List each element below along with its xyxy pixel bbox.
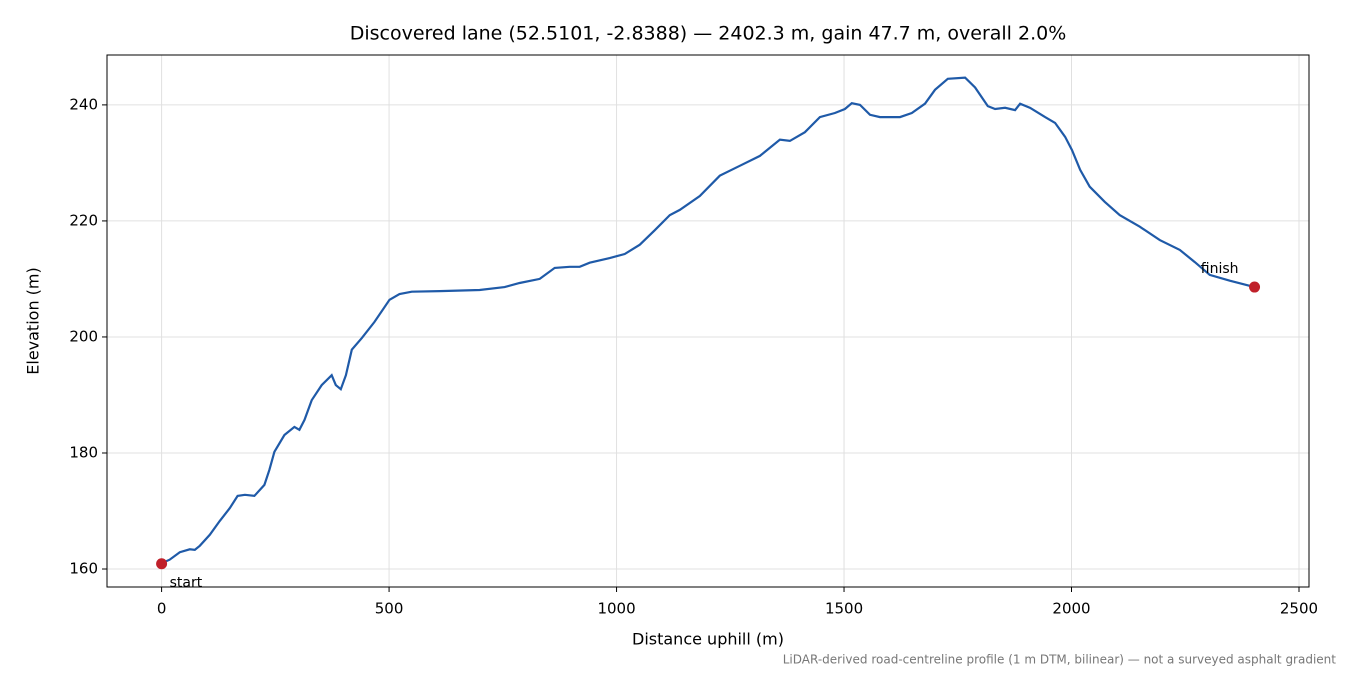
endpoint-marker — [156, 558, 168, 570]
y-tick-label: 180 — [69, 443, 98, 461]
endpoint-label: start — [170, 575, 203, 591]
x-tick-label: 0 — [157, 600, 167, 618]
footnote: LiDAR-derived road-centreline profile (1… — [783, 653, 1337, 667]
endpoint-marker — [1249, 281, 1261, 293]
x-tick-label: 2500 — [1280, 600, 1318, 618]
plot-frame — [106, 54, 1310, 588]
endpoint-label: finish — [1201, 261, 1239, 277]
x-tick-label: 1000 — [597, 600, 635, 618]
x-tick-label: 1500 — [825, 600, 863, 618]
chart-title: Discovered lane (52.5101, -2.8388) — 240… — [350, 23, 1067, 45]
y-tick-label: 240 — [69, 95, 98, 113]
y-tick-label: 200 — [69, 327, 98, 345]
y-tick-label: 160 — [69, 560, 98, 578]
x-axis-label: Distance uphill (m) — [632, 630, 784, 649]
y-tick-label: 220 — [69, 211, 98, 229]
elevation-line — [161, 76, 1255, 565]
x-tick-label: 500 — [375, 600, 404, 618]
y-axis-label: Elevation (m) — [24, 267, 43, 374]
x-tick-label: 2000 — [1052, 600, 1090, 618]
